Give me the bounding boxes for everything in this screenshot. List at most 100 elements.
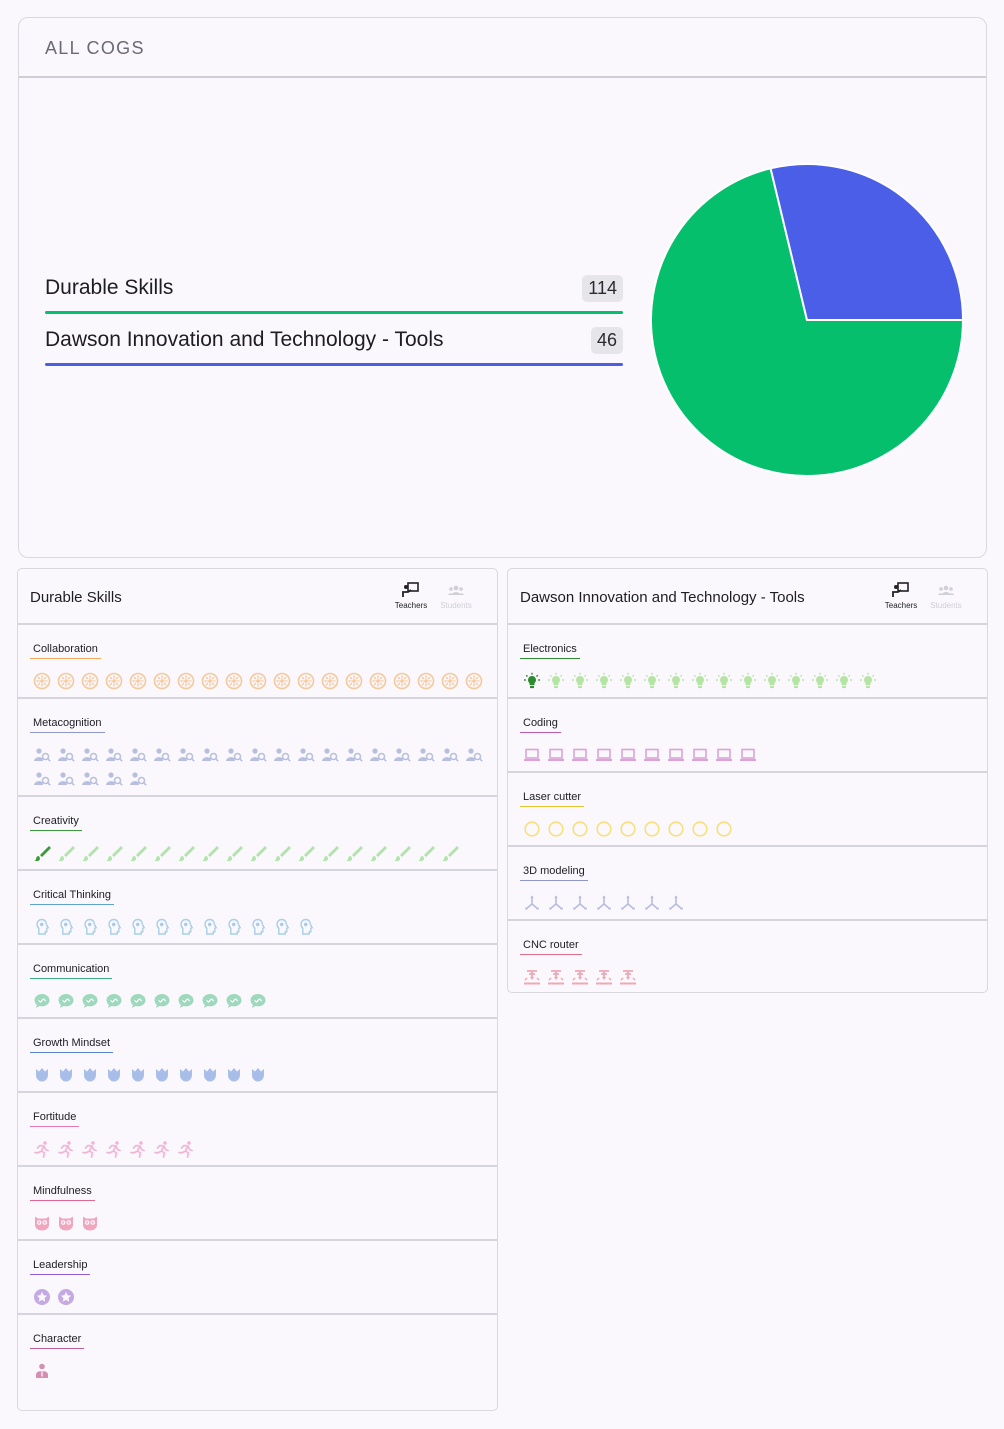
tulip-icon[interactable] <box>54 1063 78 1087</box>
skill-name[interactable]: Fortitude <box>30 1111 80 1127</box>
speech-icon[interactable] <box>246 989 270 1013</box>
flower-icon[interactable] <box>150 669 174 693</box>
speech-icon[interactable] <box>222 989 246 1013</box>
skill-name[interactable]: Creativity <box>30 815 82 831</box>
router-icon[interactable] <box>544 965 568 989</box>
head-bulb-icon[interactable] <box>246 915 270 939</box>
tulip-icon[interactable] <box>222 1063 246 1087</box>
tulip-icon[interactable] <box>198 1063 222 1087</box>
runner-icon[interactable] <box>78 1137 102 1161</box>
skill-name[interactable]: Communication <box>30 963 113 979</box>
speech-icon[interactable] <box>198 989 222 1013</box>
head-bulb-icon[interactable] <box>222 915 246 939</box>
head-bulb-icon[interactable] <box>126 915 150 939</box>
skill-name[interactable]: Collaboration <box>30 643 101 659</box>
flower-icon[interactable] <box>438 669 462 693</box>
skill-name[interactable]: Character <box>30 1333 85 1349</box>
router-icon[interactable] <box>568 965 592 989</box>
brush-icon[interactable] <box>222 841 246 865</box>
flower-icon[interactable] <box>222 669 246 693</box>
bulb-icon[interactable] <box>808 669 832 693</box>
person-search-icon[interactable] <box>174 743 198 767</box>
brush-icon[interactable] <box>294 841 318 865</box>
laptop-icon[interactable] <box>736 743 760 767</box>
flower-icon[interactable] <box>390 669 414 693</box>
brush-icon[interactable] <box>318 841 342 865</box>
brush-icon[interactable] <box>438 841 462 865</box>
person-search-icon[interactable] <box>270 743 294 767</box>
bulb-icon[interactable] <box>568 669 592 693</box>
flower-icon[interactable] <box>462 669 486 693</box>
person-search-icon[interactable] <box>222 743 246 767</box>
person-search-icon[interactable] <box>414 743 438 767</box>
sun-icon[interactable] <box>664 817 688 841</box>
bulb-icon[interactable] <box>640 669 664 693</box>
flower-icon[interactable] <box>54 669 78 693</box>
flower-icon[interactable] <box>294 669 318 693</box>
skill-name[interactable]: Laser cutter <box>520 791 585 807</box>
bulb-icon[interactable] <box>856 669 880 693</box>
laptop-icon[interactable] <box>640 743 664 767</box>
brush-icon[interactable] <box>414 841 438 865</box>
tulip-icon[interactable] <box>246 1063 270 1087</box>
runner-icon[interactable] <box>30 1137 54 1161</box>
axes-icon[interactable] <box>664 891 688 915</box>
person-search-icon[interactable] <box>78 767 102 791</box>
flower-icon[interactable] <box>198 669 222 693</box>
bulb-icon[interactable] <box>760 669 784 693</box>
tulip-icon[interactable] <box>102 1063 126 1087</box>
bulb-icon[interactable] <box>664 669 688 693</box>
person-search-icon[interactable] <box>246 743 270 767</box>
head-bulb-icon[interactable] <box>54 915 78 939</box>
legend-row-durable-skills[interactable]: Durable Skills 114 <box>45 272 623 324</box>
runner-icon[interactable] <box>150 1137 174 1161</box>
flower-icon[interactable] <box>366 669 390 693</box>
runner-icon[interactable] <box>174 1137 198 1161</box>
head-bulb-icon[interactable] <box>198 915 222 939</box>
skill-name[interactable]: 3D modeling <box>520 865 588 881</box>
skill-name[interactable]: CNC router <box>520 939 582 955</box>
laptop-icon[interactable] <box>688 743 712 767</box>
brush-icon[interactable] <box>150 841 174 865</box>
runner-icon[interactable] <box>126 1137 150 1161</box>
person-search-icon[interactable] <box>102 743 126 767</box>
flower-icon[interactable] <box>126 669 150 693</box>
students-view-button[interactable]: Students <box>436 581 476 610</box>
tulip-icon[interactable] <box>30 1063 54 1087</box>
head-bulb-icon[interactable] <box>174 915 198 939</box>
brush-icon[interactable] <box>390 841 414 865</box>
brush-icon[interactable] <box>102 841 126 865</box>
tulip-icon[interactable] <box>150 1063 174 1087</box>
laptop-icon[interactable] <box>664 743 688 767</box>
laptop-icon[interactable] <box>544 743 568 767</box>
owl-icon[interactable] <box>54 1211 78 1235</box>
teachers-view-button[interactable]: Teachers <box>881 581 921 610</box>
axes-icon[interactable] <box>568 891 592 915</box>
speech-icon[interactable] <box>30 989 54 1013</box>
bulb-icon[interactable] <box>784 669 808 693</box>
person-icon[interactable] <box>30 1359 54 1383</box>
person-search-icon[interactable] <box>126 767 150 791</box>
head-bulb-icon[interactable] <box>78 915 102 939</box>
bulb-icon[interactable] <box>592 669 616 693</box>
tulip-icon[interactable] <box>174 1063 198 1087</box>
bulb-icon[interactable] <box>736 669 760 693</box>
brush-icon[interactable] <box>366 841 390 865</box>
tulip-icon[interactable] <box>78 1063 102 1087</box>
axes-icon[interactable] <box>544 891 568 915</box>
person-search-icon[interactable] <box>390 743 414 767</box>
sun-icon[interactable] <box>688 817 712 841</box>
bulb-icon[interactable] <box>616 669 640 693</box>
students-view-button[interactable]: Students <box>926 581 966 610</box>
head-bulb-icon[interactable] <box>102 915 126 939</box>
runner-icon[interactable] <box>102 1137 126 1161</box>
flower-icon[interactable] <box>102 669 126 693</box>
bulb-icon[interactable] <box>544 669 568 693</box>
person-search-icon[interactable] <box>366 743 390 767</box>
person-search-icon[interactable] <box>126 743 150 767</box>
person-search-icon[interactable] <box>150 743 174 767</box>
skill-name[interactable]: Coding <box>520 717 561 733</box>
head-bulb-icon[interactable] <box>294 915 318 939</box>
sun-icon[interactable] <box>616 817 640 841</box>
brush-icon[interactable] <box>246 841 270 865</box>
